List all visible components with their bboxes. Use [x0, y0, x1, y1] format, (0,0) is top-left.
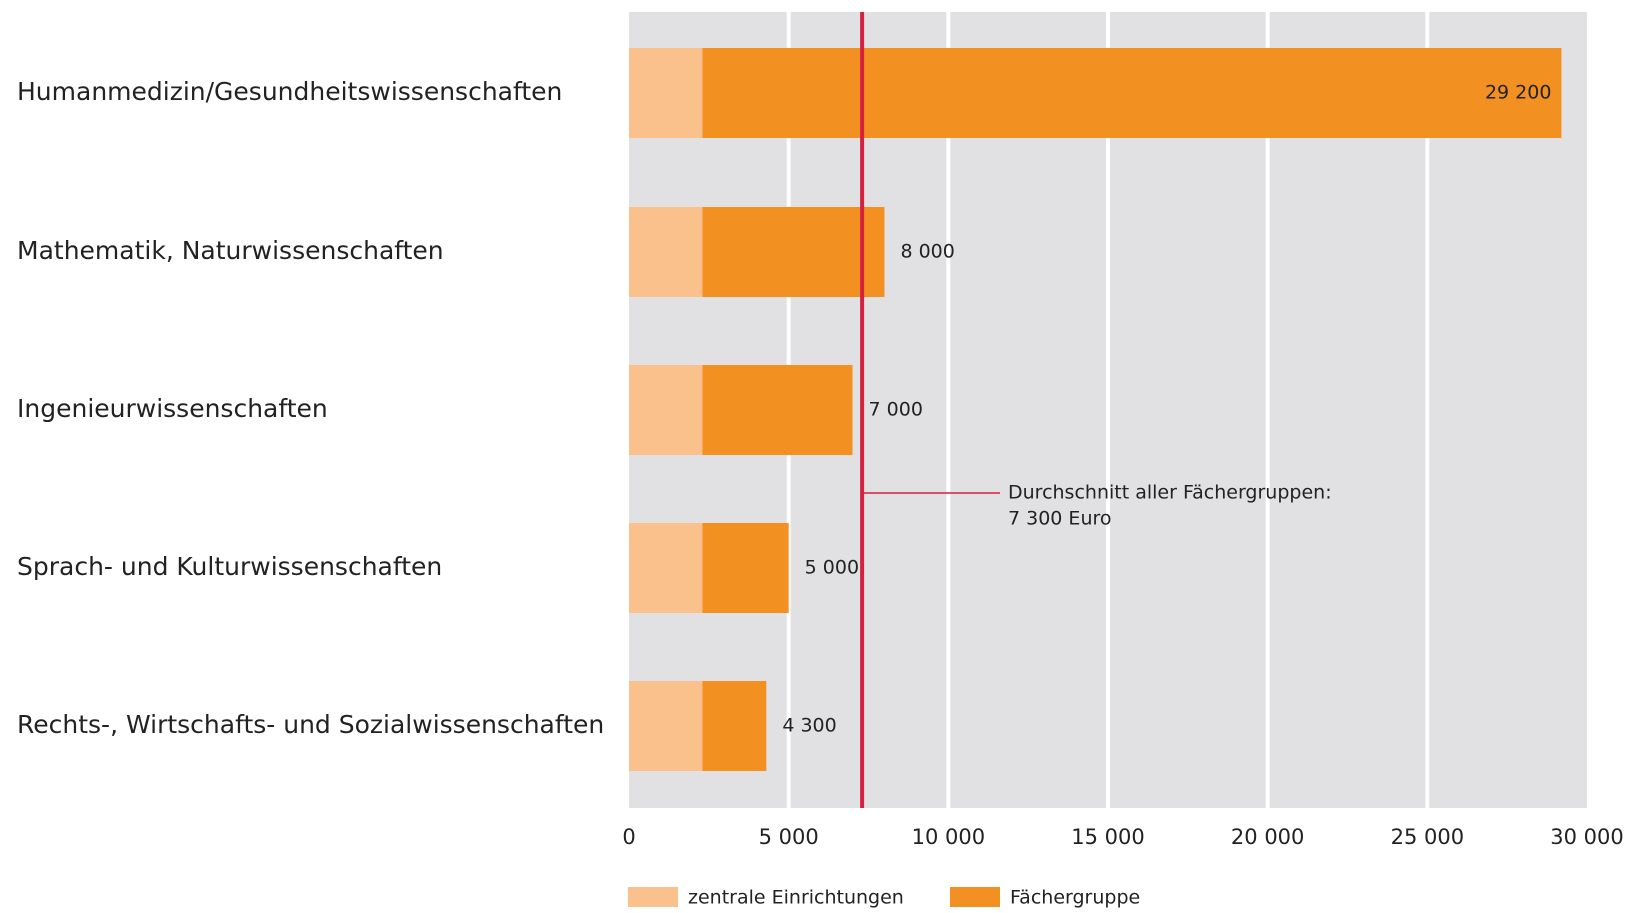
total-label: 4 300 — [782, 715, 836, 737]
bar-segment — [629, 48, 703, 138]
total-label: 7 000 — [869, 399, 923, 421]
legend-swatch — [628, 887, 678, 907]
bar-segment — [629, 365, 703, 455]
annotation: Durchschnitt aller Fächergruppen: — [1008, 482, 1332, 504]
bar-segment — [702, 48, 1562, 138]
x-tick-label: 10 000 — [912, 825, 985, 849]
total-label: 29 200 — [1485, 82, 1551, 104]
category-label: Rechts-, Wirtschafts- und Sozialwissensc… — [17, 710, 604, 739]
bar-segment — [702, 681, 767, 771]
legend-swatch — [950, 887, 1000, 907]
legend-label: zentrale Einrichtungen — [688, 887, 904, 909]
category-label: Mathematik, Naturwissenschaften — [17, 236, 444, 265]
bar-segment — [629, 207, 703, 297]
bar-segment — [702, 207, 885, 297]
total-label: 8 000 — [900, 241, 954, 263]
bar-segment — [629, 681, 703, 771]
bar-segment — [702, 365, 853, 455]
x-tick-label: 30 000 — [1550, 825, 1623, 849]
x-tick-label: 20 000 — [1231, 825, 1304, 849]
total-label: 5 000 — [805, 557, 859, 579]
bar-segment — [702, 523, 789, 613]
legend-label: Fächergruppe — [1010, 887, 1140, 909]
x-tick-label: 5 000 — [759, 825, 819, 849]
category-label: Ingenieurwissenschaften — [17, 394, 328, 423]
category-label: Sprach- und Kulturwissenschaften — [17, 552, 442, 581]
x-tick-label: 0 — [622, 825, 635, 849]
annotation: 7 300 Euro — [1008, 508, 1112, 530]
bar-segment — [629, 523, 703, 613]
category-label: Humanmedizin/Gesundheitswissenschaften — [17, 77, 562, 106]
x-tick-label: 25 000 — [1391, 825, 1464, 849]
x-tick-label: 15 000 — [1071, 825, 1144, 849]
